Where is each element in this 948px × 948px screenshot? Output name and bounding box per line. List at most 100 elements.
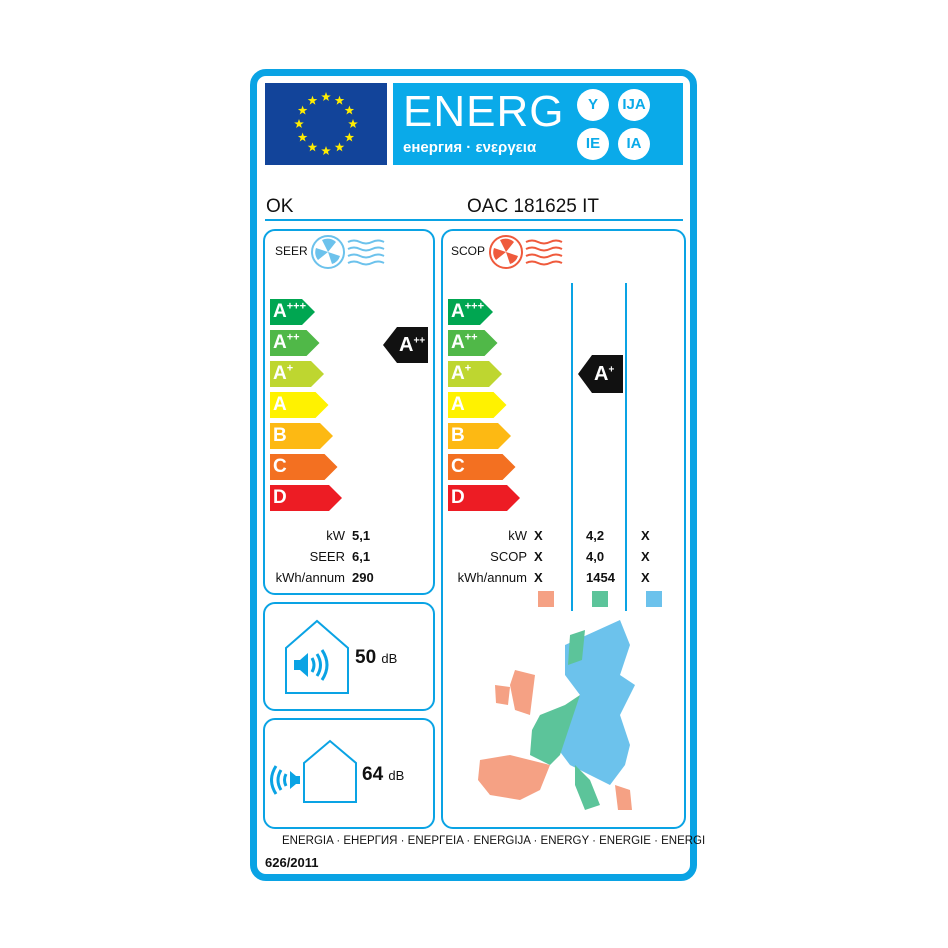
fan-heat-icon xyxy=(489,235,563,269)
energy-label-border xyxy=(250,69,697,881)
class-letter: A xyxy=(451,363,465,384)
suffix-ija: IJA xyxy=(618,89,650,121)
regulation-number: 626/2011 xyxy=(265,855,319,870)
class-plus: ++ xyxy=(464,331,478,344)
seer-class-arrow: D xyxy=(270,485,342,511)
class-letter: A xyxy=(273,301,287,322)
star-icon xyxy=(321,92,331,101)
seer-class-arrow: A+ xyxy=(270,361,324,387)
seer-kw-label: kW xyxy=(326,528,345,543)
indoor-speaker-house-icon xyxy=(285,619,349,694)
seer-class-arrow: A xyxy=(270,392,329,418)
class-letter: A xyxy=(451,394,465,415)
scop-row-label: kWh/annum xyxy=(457,570,527,585)
scop-warm-value: X xyxy=(534,528,543,543)
eu-stars-icon xyxy=(294,92,358,155)
seer-class-plus: ++ xyxy=(413,335,426,347)
scop-row-label: kW xyxy=(508,528,527,543)
scop-class-arrow: D xyxy=(448,485,520,511)
scop-class-arrow: A+ xyxy=(448,361,502,387)
class-plus: + xyxy=(464,362,472,375)
scop-panel xyxy=(441,229,686,829)
seer-seer-label: SEER xyxy=(309,549,345,564)
europe-climate-map xyxy=(478,620,635,810)
class-letter: A xyxy=(273,332,287,353)
scop-average-value: 4,0 xyxy=(586,549,605,564)
warm-zone-ireland xyxy=(495,685,510,705)
scop-class-arrow: B xyxy=(448,423,511,449)
scop-warm-value: X xyxy=(534,570,543,585)
average-zone-north xyxy=(568,630,585,665)
scop-class-arrow: A xyxy=(448,392,507,418)
star-icon xyxy=(334,142,345,152)
footer-languages: ENERGIA · ЕНЕРГИЯ · ΕΝΕΡΓΕΙΑ · ENERGIJA … xyxy=(282,835,706,847)
indoor-noise-value: 50 dB xyxy=(355,647,397,670)
warm-climate-swatch xyxy=(538,591,554,607)
languages-line: енергия · ενεργεια xyxy=(403,139,537,156)
suffix-y: Y xyxy=(577,89,609,121)
scop-warm-value: X xyxy=(534,549,543,564)
star-icon xyxy=(294,119,304,128)
seer-panel xyxy=(263,229,435,595)
star-icon xyxy=(344,105,355,115)
class-plus: +++ xyxy=(286,300,307,313)
energy-banner: ENERG енергия · ενεργεια Y IJA IE IA xyxy=(393,83,683,165)
outdoor-speaker-house-icon xyxy=(270,739,357,803)
class-letter: A xyxy=(451,301,465,322)
column-divider xyxy=(625,283,627,611)
class-letter: D xyxy=(451,487,465,508)
eu-flag xyxy=(265,83,387,165)
average-climate-swatch xyxy=(592,591,608,607)
class-plus: + xyxy=(286,362,294,375)
header-divider xyxy=(265,219,683,221)
class-letter: C xyxy=(451,456,465,477)
star-icon xyxy=(344,132,355,142)
scop-row-label: SCOP xyxy=(490,549,527,564)
seer-kwh-value: 290 xyxy=(352,570,374,585)
scop-cold-value: X xyxy=(641,570,650,585)
class-letter: B xyxy=(273,425,287,446)
supplier-name: OK xyxy=(266,196,294,217)
outdoor-noise-number: 64 xyxy=(362,764,384,785)
suffix-ia: IA xyxy=(618,128,650,160)
star-icon xyxy=(297,132,308,142)
star-icon xyxy=(334,95,345,105)
star-icon xyxy=(321,146,331,155)
outdoor-noise-unit: dB xyxy=(388,768,405,783)
outdoor-noise-value: 64 dB xyxy=(362,764,404,787)
scop-cold-value: X xyxy=(641,549,650,564)
class-letter: A xyxy=(451,332,465,353)
star-icon xyxy=(348,119,358,128)
star-icon xyxy=(307,95,318,105)
scop-average-value: 1454 xyxy=(586,570,615,585)
seer-class: A xyxy=(399,334,414,356)
scop-class-plus: + xyxy=(608,364,615,376)
scop-class: A xyxy=(594,363,609,385)
fan-cold-icon xyxy=(311,235,385,269)
class-letter: C xyxy=(273,456,287,477)
class-plus: +++ xyxy=(464,300,485,313)
seer-class-arrow: B xyxy=(270,423,333,449)
suffix-ie: IE xyxy=(577,128,609,160)
scop-class-arrow: C xyxy=(448,454,516,480)
class-letter: A xyxy=(273,394,287,415)
seer-kw-value: 5,1 xyxy=(352,528,371,543)
class-letter: A xyxy=(273,363,287,384)
warm-zone-greece xyxy=(615,785,632,810)
seer-seer-value: 6,1 xyxy=(352,549,371,564)
cold-zone xyxy=(555,620,635,785)
column-divider xyxy=(571,283,573,611)
seer-class-arrow: C xyxy=(270,454,338,480)
class-letter: D xyxy=(273,487,287,508)
warm-zone-uk xyxy=(510,670,535,715)
seer-title: SEER xyxy=(275,244,308,258)
average-zone xyxy=(530,695,580,765)
energy-word: ENERG xyxy=(403,87,565,136)
star-icon xyxy=(297,105,308,115)
model-id: OAC 181625 IT xyxy=(467,196,600,217)
indoor-noise-unit: dB xyxy=(381,651,398,666)
class-letter: B xyxy=(451,425,465,446)
seer-kwh-label: kWh/annum xyxy=(275,570,345,585)
cold-climate-swatch xyxy=(646,591,662,607)
scop-average-value: 4,2 xyxy=(586,528,605,543)
